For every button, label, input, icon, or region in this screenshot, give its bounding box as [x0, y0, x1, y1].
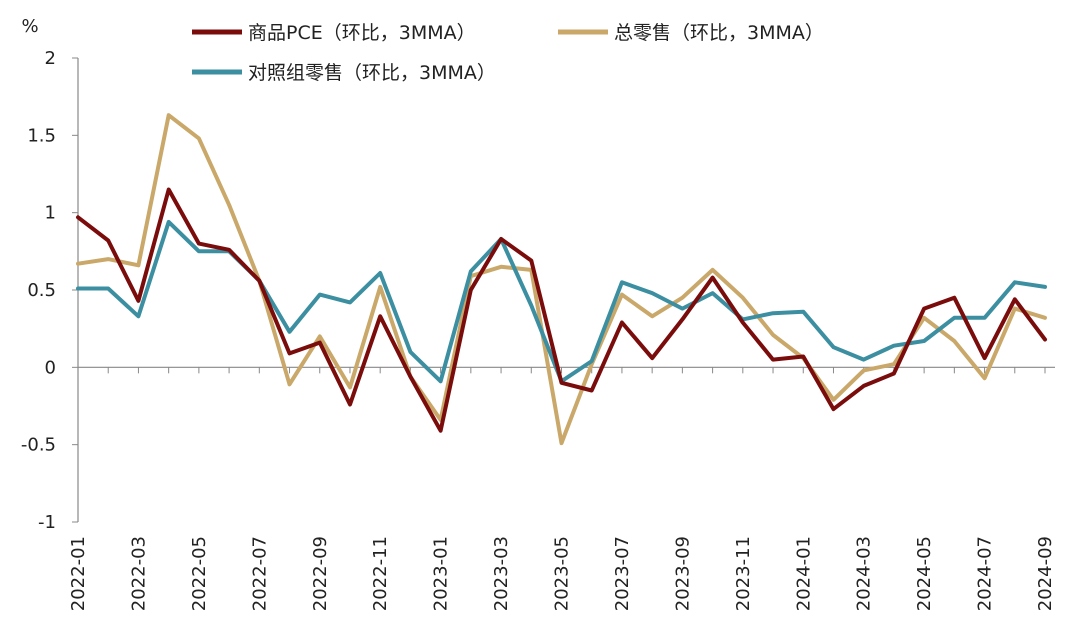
y-tick-label: -0.5	[21, 435, 56, 456]
x-tick-label: 2023-05	[552, 536, 573, 611]
y-tick-label: 1.5	[27, 125, 56, 146]
x-tick-label: 2024-05	[914, 536, 935, 611]
x-tick-label: 2022-05	[189, 536, 210, 611]
x-tick-label: 2023-11	[733, 536, 754, 611]
legend-label-1: 商品PCE（环比，3MMA）	[248, 22, 476, 44]
legend-label-2: 总零售（环比，3MMA）	[614, 22, 824, 44]
x-tick-label: 2022-07	[249, 536, 270, 611]
x-tick-label: 2024-01	[793, 536, 814, 611]
legend: 商品PCE（环比，3MMA） 总零售（环比，3MMA） 对照组零售（环比，3MMA）	[192, 22, 824, 84]
x-tick-label: 2022-09	[310, 536, 331, 611]
x-tick-label: 2023-03	[491, 536, 512, 611]
series-line-1	[76, 187, 1047, 433]
x-tick-label: 2024-09	[1035, 536, 1056, 611]
x-tick-label: 2022-01	[68, 536, 89, 611]
x-tick-label: 2022-03	[128, 536, 149, 611]
y-tick-label: 2	[45, 48, 56, 69]
series-line-2	[76, 113, 1047, 446]
y-tick-label: 0	[45, 357, 56, 378]
x-tick-label: 2023-09	[672, 536, 693, 611]
y-tick-label: 0.5	[27, 280, 56, 301]
y-tick-label: -1	[38, 512, 56, 533]
series-lines	[76, 113, 1047, 446]
x-tick-label: 2023-01	[431, 536, 452, 611]
x-tick-label: 2023-07	[612, 536, 633, 611]
y-tick-label: 1	[45, 203, 56, 224]
legend-label-3: 对照组零售（环比，3MMA）	[248, 62, 496, 84]
x-tick-label: 2024-03	[854, 536, 875, 611]
x-tick-label: 2022-11	[370, 536, 391, 611]
x-axis: 2022-01 2022-03 2022-05 2022-07 2022-09 2022-…	[68, 366, 1056, 611]
y-unit-label: %	[21, 16, 38, 37]
x-tick-label: 2024-07	[975, 536, 996, 611]
y-axis: 2 1.5 1 0.5 0 -0.5 -1	[21, 48, 79, 533]
